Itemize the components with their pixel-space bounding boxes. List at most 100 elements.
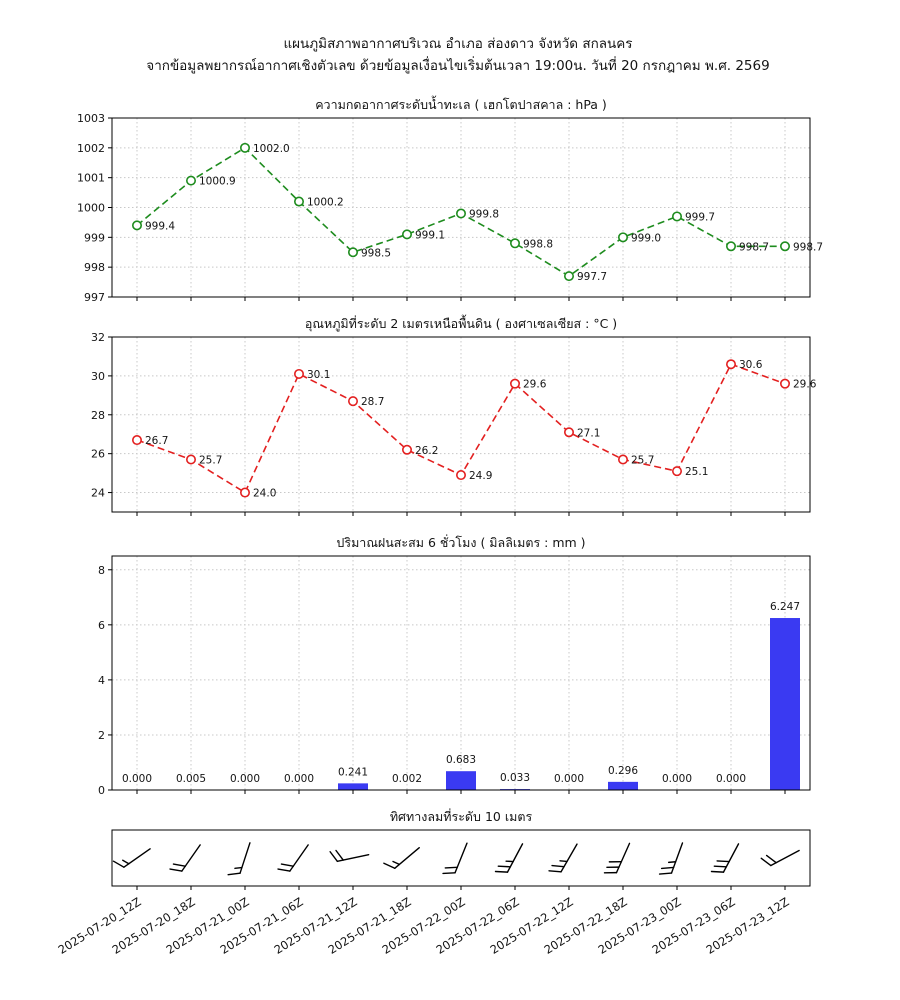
bar-label: 0.000 xyxy=(716,773,746,785)
data-label: 998.7 xyxy=(793,241,823,253)
data-label: 999.4 xyxy=(145,220,175,232)
y-tick-label: 6 xyxy=(98,619,105,632)
data-label: 26.2 xyxy=(415,445,438,457)
bar-label: 0.241 xyxy=(338,766,368,778)
plot-frame xyxy=(111,336,811,513)
figure-title-line1: แผนภูมิสภาพอากาศบริเวณ อำเภอ ส่องดาว จัง… xyxy=(283,36,632,52)
bar-label: 0.000 xyxy=(554,773,584,785)
data-point xyxy=(779,241,790,252)
subplot-2: อุณหภูมิที่ระดับ 2 เมตรเหนือพื้นดิน ( อง… xyxy=(91,314,817,516)
data-label: 1000.2 xyxy=(307,197,344,209)
y-tick-label: 997 xyxy=(84,291,105,304)
subplot-1: ความกดอากาศระดับน้ำทะเล ( เฮกโตปาสคาล : … xyxy=(77,95,823,304)
y-tick-label: 2 xyxy=(98,729,105,742)
data-point xyxy=(617,454,628,465)
data-label: 998.5 xyxy=(361,247,391,259)
subplot-title: ความกดอากาศระดับน้ำทะเล ( เฮกโตปาสคาล : … xyxy=(315,95,607,112)
data-point xyxy=(401,444,412,455)
data-point xyxy=(240,487,251,498)
y-tick-label: 999 xyxy=(84,231,105,244)
data-label: 1000.9 xyxy=(199,176,236,188)
data-point xyxy=(347,396,358,407)
data-label: 28.7 xyxy=(361,396,384,408)
wind-barb xyxy=(710,843,740,873)
wind-barb xyxy=(227,842,251,876)
y-tick-label: 26 xyxy=(91,448,105,461)
y-tick-label: 1003 xyxy=(77,112,105,125)
data-point xyxy=(132,220,143,231)
data-point xyxy=(455,470,466,481)
data-point xyxy=(347,247,358,258)
bar-label: 0.005 xyxy=(176,773,206,785)
data-point xyxy=(509,378,520,389)
y-tick-label: 998 xyxy=(84,261,105,274)
data-point xyxy=(779,378,790,389)
data-label: 30.1 xyxy=(307,369,330,381)
data-label: 24.9 xyxy=(469,470,492,482)
y-tick-label: 1001 xyxy=(77,172,105,185)
bar-label: 0.000 xyxy=(284,773,314,785)
data-point xyxy=(563,271,574,282)
data-label: 998.8 xyxy=(523,238,553,250)
data-point xyxy=(455,208,466,219)
data-label: 29.6 xyxy=(793,379,817,391)
y-tick-label: 0 xyxy=(98,784,105,797)
data-label: 26.7 xyxy=(145,435,168,447)
subplot-3: ปริมาณฝนสะสม 6 ชั่วโมง ( มิลลิเมตร : mm … xyxy=(98,534,811,797)
wind-barb xyxy=(383,847,420,869)
wind-barb xyxy=(658,842,684,875)
wind-barb xyxy=(277,844,309,872)
data-label: 998.7 xyxy=(739,241,769,253)
wind-barb xyxy=(548,843,578,873)
wind-barb xyxy=(494,843,524,873)
bar xyxy=(446,771,476,790)
data-point xyxy=(671,211,682,222)
wind-barb xyxy=(169,844,201,872)
bar-label: 0.296 xyxy=(608,765,638,777)
plot-frame xyxy=(111,117,811,298)
wind-barb xyxy=(112,848,151,868)
data-label: 999.7 xyxy=(685,211,715,223)
bar xyxy=(338,783,368,790)
wind-barb xyxy=(329,849,370,863)
data-point xyxy=(563,427,574,438)
data-label: 997.7 xyxy=(577,271,607,283)
y-tick-label: 32 xyxy=(91,331,105,344)
bar-label: 6.247 xyxy=(770,601,800,613)
data-label: 1002.0 xyxy=(253,143,290,155)
bar-label: 0.002 xyxy=(392,773,422,785)
data-point xyxy=(509,238,520,249)
bar-label: 0.000 xyxy=(662,773,692,785)
wind-barb xyxy=(603,842,631,874)
subplot-title: ปริมาณฝนสะสม 6 ชั่วโมง ( มิลลิเมตร : mm … xyxy=(336,534,585,550)
plot-frame xyxy=(111,829,811,887)
data-point xyxy=(293,368,304,379)
data-point xyxy=(725,241,736,252)
subplots-group: ความกดอากาศระดับน้ำทะเล ( เฮกโตปาสคาล : … xyxy=(56,95,824,957)
bar xyxy=(770,618,800,790)
data-label: 27.1 xyxy=(577,427,600,439)
wind-barb xyxy=(442,842,468,875)
y-tick-label: 30 xyxy=(91,370,105,383)
y-tick-label: 4 xyxy=(98,674,105,687)
data-label: 999.0 xyxy=(631,232,661,244)
data-point xyxy=(186,175,197,186)
data-label: 999.1 xyxy=(415,229,445,241)
data-label: 25.7 xyxy=(631,455,654,467)
data-point xyxy=(725,359,736,370)
data-label: 999.8 xyxy=(469,208,499,220)
data-label: 25.7 xyxy=(199,455,222,467)
data-label: 29.6 xyxy=(523,379,547,391)
y-tick-label: 8 xyxy=(98,564,105,577)
y-tick-label: 24 xyxy=(91,487,105,500)
bar xyxy=(608,781,638,790)
subplot-title: ทิศทางลมที่ระดับ 10 เมตร xyxy=(390,808,533,824)
wind-barb xyxy=(760,849,800,867)
bar-label: 0.683 xyxy=(446,754,476,766)
subplot-4: ทิศทางลมที่ระดับ 10 เมตร xyxy=(111,808,811,890)
bar-label: 0.000 xyxy=(122,773,152,785)
x-axis-labels: 2025-07-20_12Z2025-07-20_18Z2025-07-21_0… xyxy=(56,895,792,957)
bar-label: 0.033 xyxy=(500,772,530,784)
y-tick-label: 28 xyxy=(91,409,105,422)
